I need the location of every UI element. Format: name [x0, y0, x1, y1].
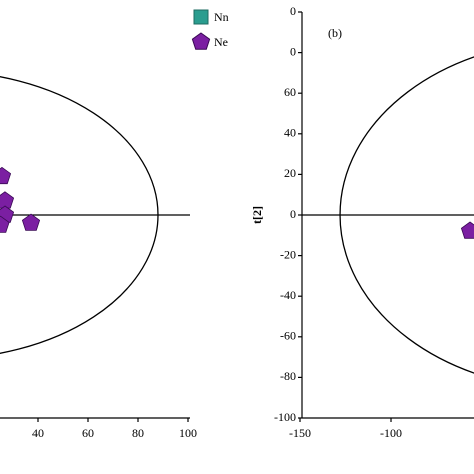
chart-title: (b) — [328, 26, 342, 40]
x-tick-label: -150 — [289, 426, 311, 440]
x-tick-label: -100 — [380, 426, 402, 440]
x-tick-label: 60 — [82, 426, 94, 440]
y-tick-label: 60 — [284, 85, 296, 99]
point — [0, 215, 10, 233]
legend-label: Ne — [214, 35, 228, 49]
point — [0, 166, 12, 185]
x-tick-label: 80 — [132, 426, 144, 440]
y-tick-label: -20 — [280, 247, 296, 261]
legend-label: Nn — [214, 10, 229, 24]
x-tick-label: 100 — [179, 426, 197, 440]
y-tick-label: -40 — [280, 288, 296, 302]
y-tick-label: 0 — [290, 44, 296, 58]
legend-marker — [193, 9, 209, 25]
y-tick-label: -100 — [274, 410, 296, 424]
y-tick-label: 0 — [290, 207, 296, 221]
y-tick-label: 0 — [290, 4, 296, 18]
point — [460, 221, 474, 239]
y-tick-label: 20 — [284, 166, 296, 180]
y-tick-label: -80 — [280, 369, 296, 383]
x-tick-label: 40 — [32, 426, 44, 440]
y-tick-label: 40 — [284, 126, 296, 140]
legend-marker — [191, 32, 211, 50]
point — [21, 213, 41, 231]
y-axis-label: t[2] — [250, 206, 264, 224]
y-tick-label: -60 — [280, 329, 296, 343]
